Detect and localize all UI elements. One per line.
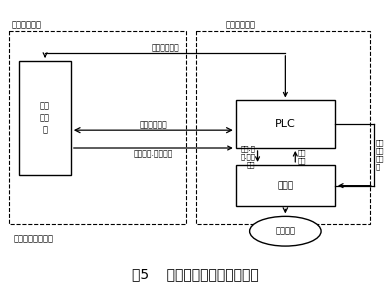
Ellipse shape (249, 216, 321, 246)
Bar (196, 31, 370, 224)
Text: 手动正向.反向信号: 手动正向.反向信号 (134, 149, 173, 158)
Text: 串行通讯信号: 串行通讯信号 (151, 43, 179, 52)
Bar (9, 31, 186, 224)
Text: 信息显示信号: 信息显示信号 (140, 120, 167, 129)
Text: 图5    调速过程具体信号走向图: 图5 调速过程具体信号走向图 (132, 267, 258, 281)
Text: 控制柜内元件: 控制柜内元件 (226, 20, 256, 29)
Text: 变频器: 变频器 (277, 181, 293, 190)
Text: 正转.反
转.复位
信号: 正转.反 转.复位 信号 (240, 145, 256, 168)
Text: 模拟
量调
速信
号: 模拟 量调 速信 号 (376, 140, 384, 170)
Text: 控制回路信号走向: 控制回路信号走向 (13, 234, 53, 243)
Bar (19, 61, 71, 175)
Text: 现场电机: 现场电机 (275, 227, 295, 236)
Text: PLC: PLC (275, 119, 296, 129)
Text: 报警
信号: 报警 信号 (297, 149, 306, 164)
Text: 包装
操作
台: 包装 操作 台 (40, 102, 50, 134)
Bar (236, 165, 335, 206)
Text: 设备现场元件: 设备现场元件 (11, 20, 41, 29)
Bar (236, 100, 335, 148)
